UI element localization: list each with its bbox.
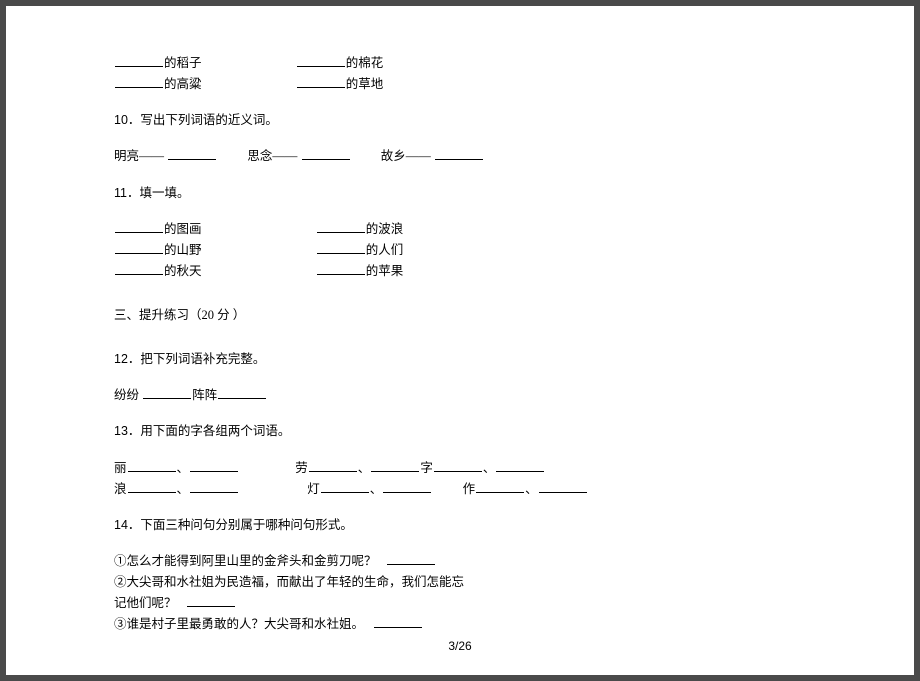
section-heading: 三、提升练习（20 分 ）	[114, 306, 806, 324]
text-line: ③谁是村子里最勇敢的人？大尖哥和水社姐。	[114, 615, 806, 633]
fill-line: 浪、 灯、 作、	[114, 480, 806, 498]
text-line: ②大尖哥和水社姐为民造福，而献出了年轻的生命，我们怎能忘	[114, 573, 806, 591]
blank	[128, 480, 176, 493]
blank	[374, 616, 422, 629]
question-title: 写出下列词语的近义词。	[140, 113, 278, 127]
blank	[187, 595, 235, 608]
blank	[143, 387, 191, 400]
text: 纷纷	[114, 388, 139, 402]
blank	[128, 459, 176, 472]
blank	[190, 480, 238, 493]
text: 的山野	[164, 243, 202, 257]
blank	[115, 241, 163, 254]
question-heading: 13．用下面的字各组两个词语。	[114, 422, 806, 440]
text: 的秋天	[164, 264, 202, 278]
text: 明亮——	[114, 149, 164, 163]
blank	[115, 262, 163, 275]
question-heading: 14．下面三种问句分别属于哪种问句形式。	[114, 516, 806, 534]
blank	[434, 459, 482, 472]
question-title: 下面三种问句分别属于哪种问句形式。	[140, 518, 353, 532]
text: 丽	[114, 461, 127, 475]
text: 灯	[307, 482, 320, 496]
text: 故乡——	[381, 149, 431, 163]
blank	[302, 148, 350, 161]
fill-line: 的高粱 的草地	[114, 75, 806, 93]
text-line: ①怎么才能得到阿里山里的金斧头和金剪刀呢？	[114, 552, 806, 570]
question-number: 12．	[114, 352, 140, 366]
text: 的棉花	[346, 56, 384, 70]
blank	[115, 76, 163, 89]
blank	[387, 552, 435, 565]
text: 记他们呢？	[114, 596, 177, 610]
text: ①怎么才能得到阿里山里的金斧头和金剪刀呢？	[114, 554, 377, 568]
blank	[317, 262, 365, 275]
text: 浪	[114, 482, 127, 496]
blank	[476, 480, 524, 493]
blank	[435, 148, 483, 161]
text: 阵阵	[192, 388, 217, 402]
text: 的高粱	[164, 77, 202, 91]
blank	[309, 459, 357, 472]
document-page: 的稻子 的棉花 的高粱 的草地 10．写出下列词语的近义词。 明亮—— 思念——…	[6, 6, 914, 675]
question-number: 11．	[114, 186, 139, 200]
blank	[317, 241, 365, 254]
question-number: 10．	[114, 113, 140, 127]
blank	[317, 220, 365, 233]
text: 的苹果	[366, 264, 404, 278]
fill-line: 纷纷 阵阵	[114, 386, 806, 404]
text: 字	[420, 461, 433, 475]
text: 的草地	[346, 77, 384, 91]
fill-line: 的秋天 的苹果	[114, 262, 806, 280]
text: 的稻子	[164, 56, 202, 70]
text: 的人们	[366, 243, 404, 257]
blank	[539, 480, 587, 493]
question-number: 14．	[114, 518, 140, 532]
text: 的图画	[164, 222, 202, 236]
blank	[218, 387, 266, 400]
question-heading: 11．填一填。	[114, 184, 806, 202]
page-content: 的稻子 的棉花 的高粱 的草地 10．写出下列词语的近义词。 明亮—— 思念——…	[114, 54, 806, 633]
blank	[115, 55, 163, 68]
question-number: 13．	[114, 424, 140, 438]
blank	[383, 480, 431, 493]
text: ③谁是村子里最勇敢的人？大尖哥和水社姐。	[114, 617, 364, 631]
page-number: 3/26	[6, 639, 914, 653]
fill-line: 的图画 的波浪	[114, 220, 806, 238]
blank	[496, 459, 544, 472]
blank	[371, 459, 419, 472]
fill-line: 明亮—— 思念—— 故乡——	[114, 147, 806, 165]
question-heading: 10．写出下列词语的近义词。	[114, 111, 806, 129]
blank	[115, 220, 163, 233]
text: 思念——	[247, 149, 297, 163]
text-line: 记他们呢？	[114, 594, 806, 612]
text: 作	[463, 482, 476, 496]
question-title: 填一填。	[139, 186, 189, 200]
blank	[168, 148, 216, 161]
blank	[321, 480, 369, 493]
question-heading: 12．把下列词语补充完整。	[114, 350, 806, 368]
fill-line: 丽、 劳、字、	[114, 459, 806, 477]
question-title: 把下列词语补充完整。	[140, 352, 265, 366]
fill-line: 的山野 的人们	[114, 241, 806, 259]
question-title: 用下面的字各组两个词语。	[140, 424, 290, 438]
blank	[190, 459, 238, 472]
text: 的波浪	[366, 222, 404, 236]
blank	[297, 76, 345, 89]
text: 劳	[295, 461, 308, 475]
blank	[297, 55, 345, 68]
fill-line: 的稻子 的棉花	[114, 54, 806, 72]
